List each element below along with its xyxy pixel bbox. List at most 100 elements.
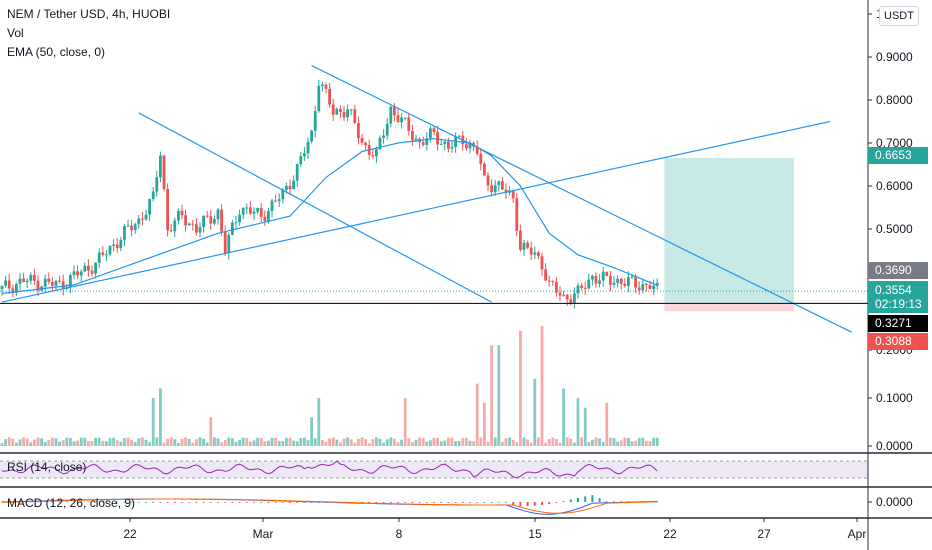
volume-bar	[418, 437, 421, 446]
macd-histogram-bar	[548, 502, 551, 504]
volume-bar	[357, 438, 360, 446]
volume-bar	[25, 438, 29, 446]
volume-bar	[616, 441, 619, 446]
entry-price-tag: 0.3271	[868, 315, 928, 332]
candle-body	[252, 211, 256, 214]
macd-histogram-bar	[613, 501, 615, 503]
macd-histogram-bar	[202, 502, 205, 503]
volume-bar	[267, 440, 270, 446]
time-axis[interactable]: 22 Mar 8 15 22 27 Apr	[123, 518, 866, 541]
volume-bar	[223, 439, 227, 446]
candle-body	[353, 109, 357, 123]
volume-bar	[69, 438, 72, 446]
volume-bar	[205, 442, 209, 446]
volume-bar	[144, 439, 148, 446]
candle-body	[69, 275, 72, 288]
candle-body	[627, 277, 630, 286]
volume-bar	[472, 441, 475, 446]
candle-body	[169, 230, 173, 232]
macd-histogram-bar	[605, 501, 608, 503]
volume-bar	[648, 441, 652, 446]
volume-bar	[522, 437, 526, 446]
volume-bar	[339, 442, 342, 446]
candle-body	[130, 225, 133, 231]
volume-bar	[51, 437, 54, 446]
price-axis[interactable]: 1.00000.90000.80000.70000.60000.50000.40…	[868, 7, 913, 509]
volume-bar	[515, 442, 519, 446]
candle-body	[529, 247, 533, 255]
candle-body	[310, 130, 313, 142]
candle-body	[277, 199, 281, 202]
candle-body	[259, 208, 263, 217]
macd-histogram-bar	[497, 501, 500, 503]
volume-bar	[353, 442, 357, 446]
currency-button[interactable]: USDT	[879, 6, 919, 26]
volume-bar	[285, 437, 288, 446]
candle-body	[479, 153, 483, 164]
time-tick-label: 15	[528, 527, 542, 541]
candle-body	[616, 278, 619, 283]
macd-histogram-bar	[397, 502, 399, 503]
macd-histogram-bar	[274, 502, 277, 503]
loss-zone[interactable]	[664, 303, 794, 312]
time-tick-label: 8	[396, 527, 403, 541]
volume-bar	[342, 438, 346, 446]
candle-body	[15, 284, 18, 293]
candle-body	[522, 242, 526, 250]
candle-body	[378, 137, 382, 150]
candle-body	[641, 283, 645, 291]
time-tick-label: 27	[757, 527, 771, 541]
trendline[interactable]	[138, 112, 492, 303]
volume-bar	[18, 439, 22, 446]
volume-bars	[0, 326, 659, 446]
volume-bar	[457, 440, 461, 446]
macd-histogram-bar	[404, 502, 407, 503]
volume-bar	[151, 398, 155, 446]
candle-body	[414, 138, 418, 141]
candle-body	[18, 278, 22, 285]
volume-legend[interactable]: Vol	[7, 26, 24, 40]
volume-bar	[360, 437, 364, 446]
macd-histogram-bar	[116, 501, 119, 503]
trendlines[interactable]	[1, 65, 852, 333]
candle-body	[648, 284, 652, 290]
volume-bar	[274, 437, 277, 446]
volume-bar	[263, 441, 267, 446]
candle-body	[371, 155, 375, 157]
profit-zone[interactable]	[664, 157, 794, 304]
volume-bar	[130, 440, 133, 446]
candle-body	[25, 280, 29, 283]
volume-bar	[504, 438, 508, 446]
volume-bar	[378, 438, 382, 446]
volume-bar	[72, 441, 76, 446]
candle-body	[565, 294, 569, 300]
candle-body	[605, 271, 609, 276]
volume-bar	[187, 438, 191, 446]
macd-histogram-bar	[569, 499, 572, 502]
chart-title[interactable]: NEM / Tether USD, 4h, HUOBI	[7, 7, 171, 21]
candle-body	[432, 128, 436, 133]
volume-bar	[202, 438, 205, 446]
macd-legend[interactable]: MACD (12, 26, close, 9)	[7, 496, 136, 510]
volume-bar	[166, 438, 169, 446]
long-position-tool[interactable]	[664, 157, 794, 312]
candle-body	[436, 132, 439, 145]
volume-bar	[598, 438, 601, 446]
ema-legend[interactable]: EMA (50, close, 0)	[7, 45, 106, 59]
rsi-legend[interactable]: RSI (14, close)	[7, 460, 87, 474]
candle-body	[288, 185, 292, 190]
volume-bar	[61, 440, 65, 446]
candle-body	[317, 86, 321, 112]
volume-bar	[313, 438, 317, 446]
volume-bar	[389, 437, 393, 446]
macd-histogram-bar	[195, 502, 198, 503]
trendline[interactable]	[311, 65, 852, 333]
macd-histogram-bar	[166, 502, 169, 503]
volume-bar	[277, 440, 281, 446]
candle-body	[43, 278, 47, 287]
trendline[interactable]	[1, 120, 831, 303]
macd-histogram-bar	[245, 502, 248, 503]
candle-body	[87, 265, 90, 271]
macd-histogram-bar	[526, 502, 529, 507]
